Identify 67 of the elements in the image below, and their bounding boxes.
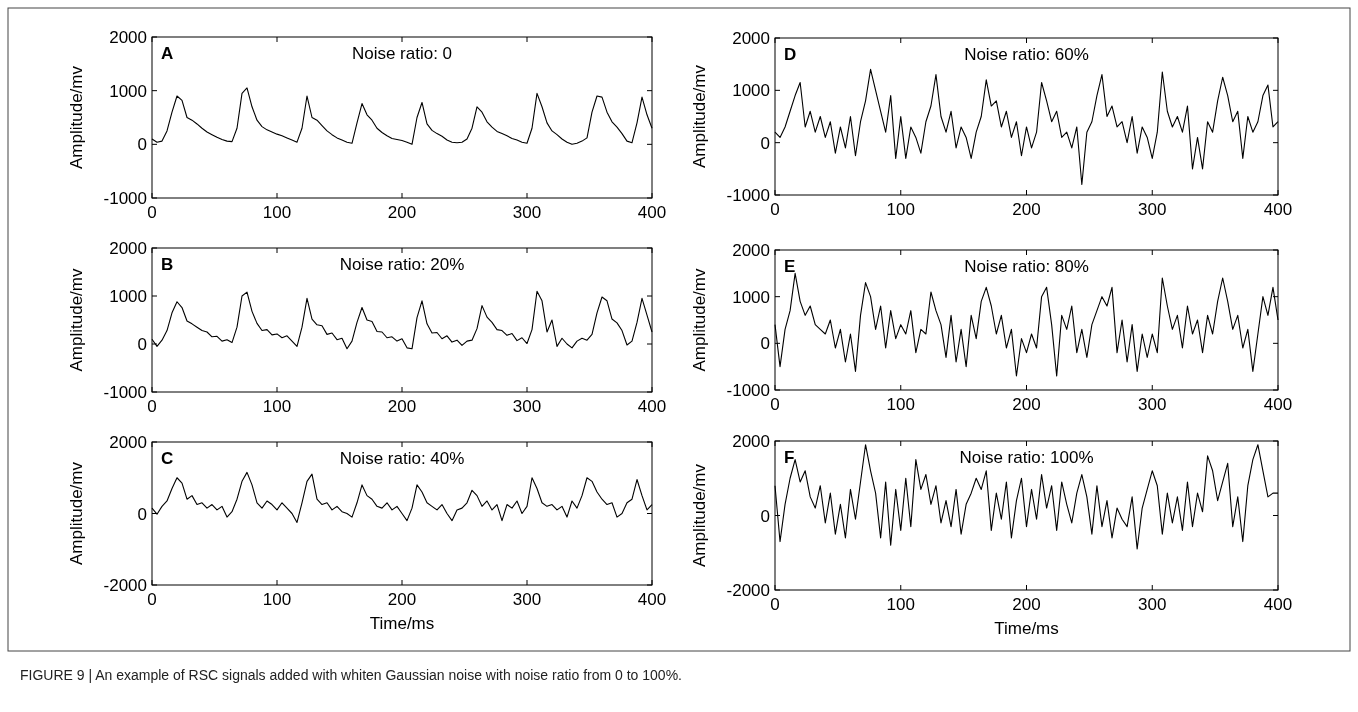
y-tick-label: -1000 — [103, 189, 147, 208]
x-tick-label: 400 — [1263, 595, 1293, 614]
x-tick-label: 200 — [1012, 200, 1041, 219]
x-tick-label: 100 — [886, 200, 915, 219]
y-tick-label: 1000 — [109, 287, 147, 306]
x-axis-title: Time/ms — [369, 614, 435, 633]
y-tick-label: 0 — [137, 335, 147, 354]
x-tick-label: 300 — [1138, 595, 1167, 614]
x-tick-label: 300 — [512, 590, 542, 609]
chart-subtitle: Noise ratio: 100% — [959, 448, 1094, 467]
y-tick-label: 0 — [760, 334, 770, 354]
y-tick-label: -2000 — [726, 581, 770, 600]
x-axis-title: Time/ms — [994, 619, 1059, 638]
x-tick-label: 200 — [387, 397, 417, 416]
y-tick-label: 2000 — [109, 239, 147, 258]
chart-subtitle: Noise ratio: 20% — [339, 255, 465, 274]
x-tick-label: 100 — [886, 595, 915, 614]
x-tick-label: 400 — [637, 397, 667, 416]
chart-title: A — [161, 44, 174, 63]
y-tick-label: 0 — [760, 133, 770, 153]
caption: FIGURE 9 | An example of RSC signals added with whiten Gaussian noise with noise ratio from 0 to 100%. — [20, 667, 682, 683]
y-tick-label: 1000 — [109, 81, 147, 101]
x-tick-label: 200 — [1012, 595, 1041, 614]
y-axis-title: Amplitude/mv — [690, 64, 709, 168]
x-tick-label: 400 — [637, 203, 667, 222]
y-tick-label: -1000 — [726, 381, 770, 400]
y-tick-label: 0 — [760, 506, 770, 526]
x-tick-label: 200 — [387, 590, 417, 609]
y-tick-label: 2000 — [732, 29, 770, 48]
y-axis-title: Amplitude/mv — [67, 268, 86, 372]
x-tick-label: 300 — [512, 203, 542, 222]
y-axis-title: Amplitude/mv — [67, 65, 86, 169]
chart-subtitle: Noise ratio: 0 — [351, 44, 453, 63]
y-tick-label: 0 — [137, 135, 147, 155]
chart-title: E — [784, 257, 796, 276]
chart-subtitle: Noise ratio: 40% — [339, 449, 465, 468]
x-tick-label: 100 — [262, 590, 292, 609]
y-tick-label: 2000 — [732, 241, 770, 260]
y-tick-label: 2000 — [109, 433, 147, 452]
chart-title: F — [784, 448, 795, 467]
x-tick-label: 100 — [262, 397, 292, 416]
y-axis-title: Amplitude/mv — [67, 461, 86, 565]
x-tick-label: 300 — [1138, 395, 1167, 414]
y-tick-label: 0 — [137, 504, 147, 524]
x-tick-label: 100 — [262, 203, 292, 222]
x-tick-label: 100 — [886, 395, 915, 414]
y-tick-label: 2000 — [109, 28, 147, 47]
y-tick-label: -1000 — [103, 383, 147, 402]
chart-subtitle: Noise ratio: 80% — [964, 257, 1089, 276]
x-tick-label: 200 — [1012, 395, 1041, 414]
x-tick-label: 400 — [637, 590, 667, 609]
y-axis-title: Amplitude/mv — [690, 463, 709, 567]
x-tick-label: 300 — [512, 397, 542, 416]
x-tick-label: 400 — [1263, 200, 1293, 219]
chart-subtitle: Noise ratio: 60% — [964, 45, 1089, 64]
chart-title: D — [784, 45, 797, 64]
y-tick-label: 1000 — [732, 287, 770, 307]
y-tick-label: 1000 — [732, 81, 770, 101]
x-tick-label: 400 — [1263, 395, 1293, 414]
y-axis-title: Amplitude/mv — [690, 268, 709, 372]
y-tick-label: -1000 — [726, 186, 770, 205]
y-tick-label: 2000 — [732, 432, 770, 451]
chart-title: B — [161, 255, 174, 274]
x-tick-label: 300 — [1138, 200, 1167, 219]
y-tick-label: -2000 — [103, 576, 147, 595]
chart-title: C — [161, 449, 174, 468]
x-tick-label: 200 — [387, 203, 417, 222]
